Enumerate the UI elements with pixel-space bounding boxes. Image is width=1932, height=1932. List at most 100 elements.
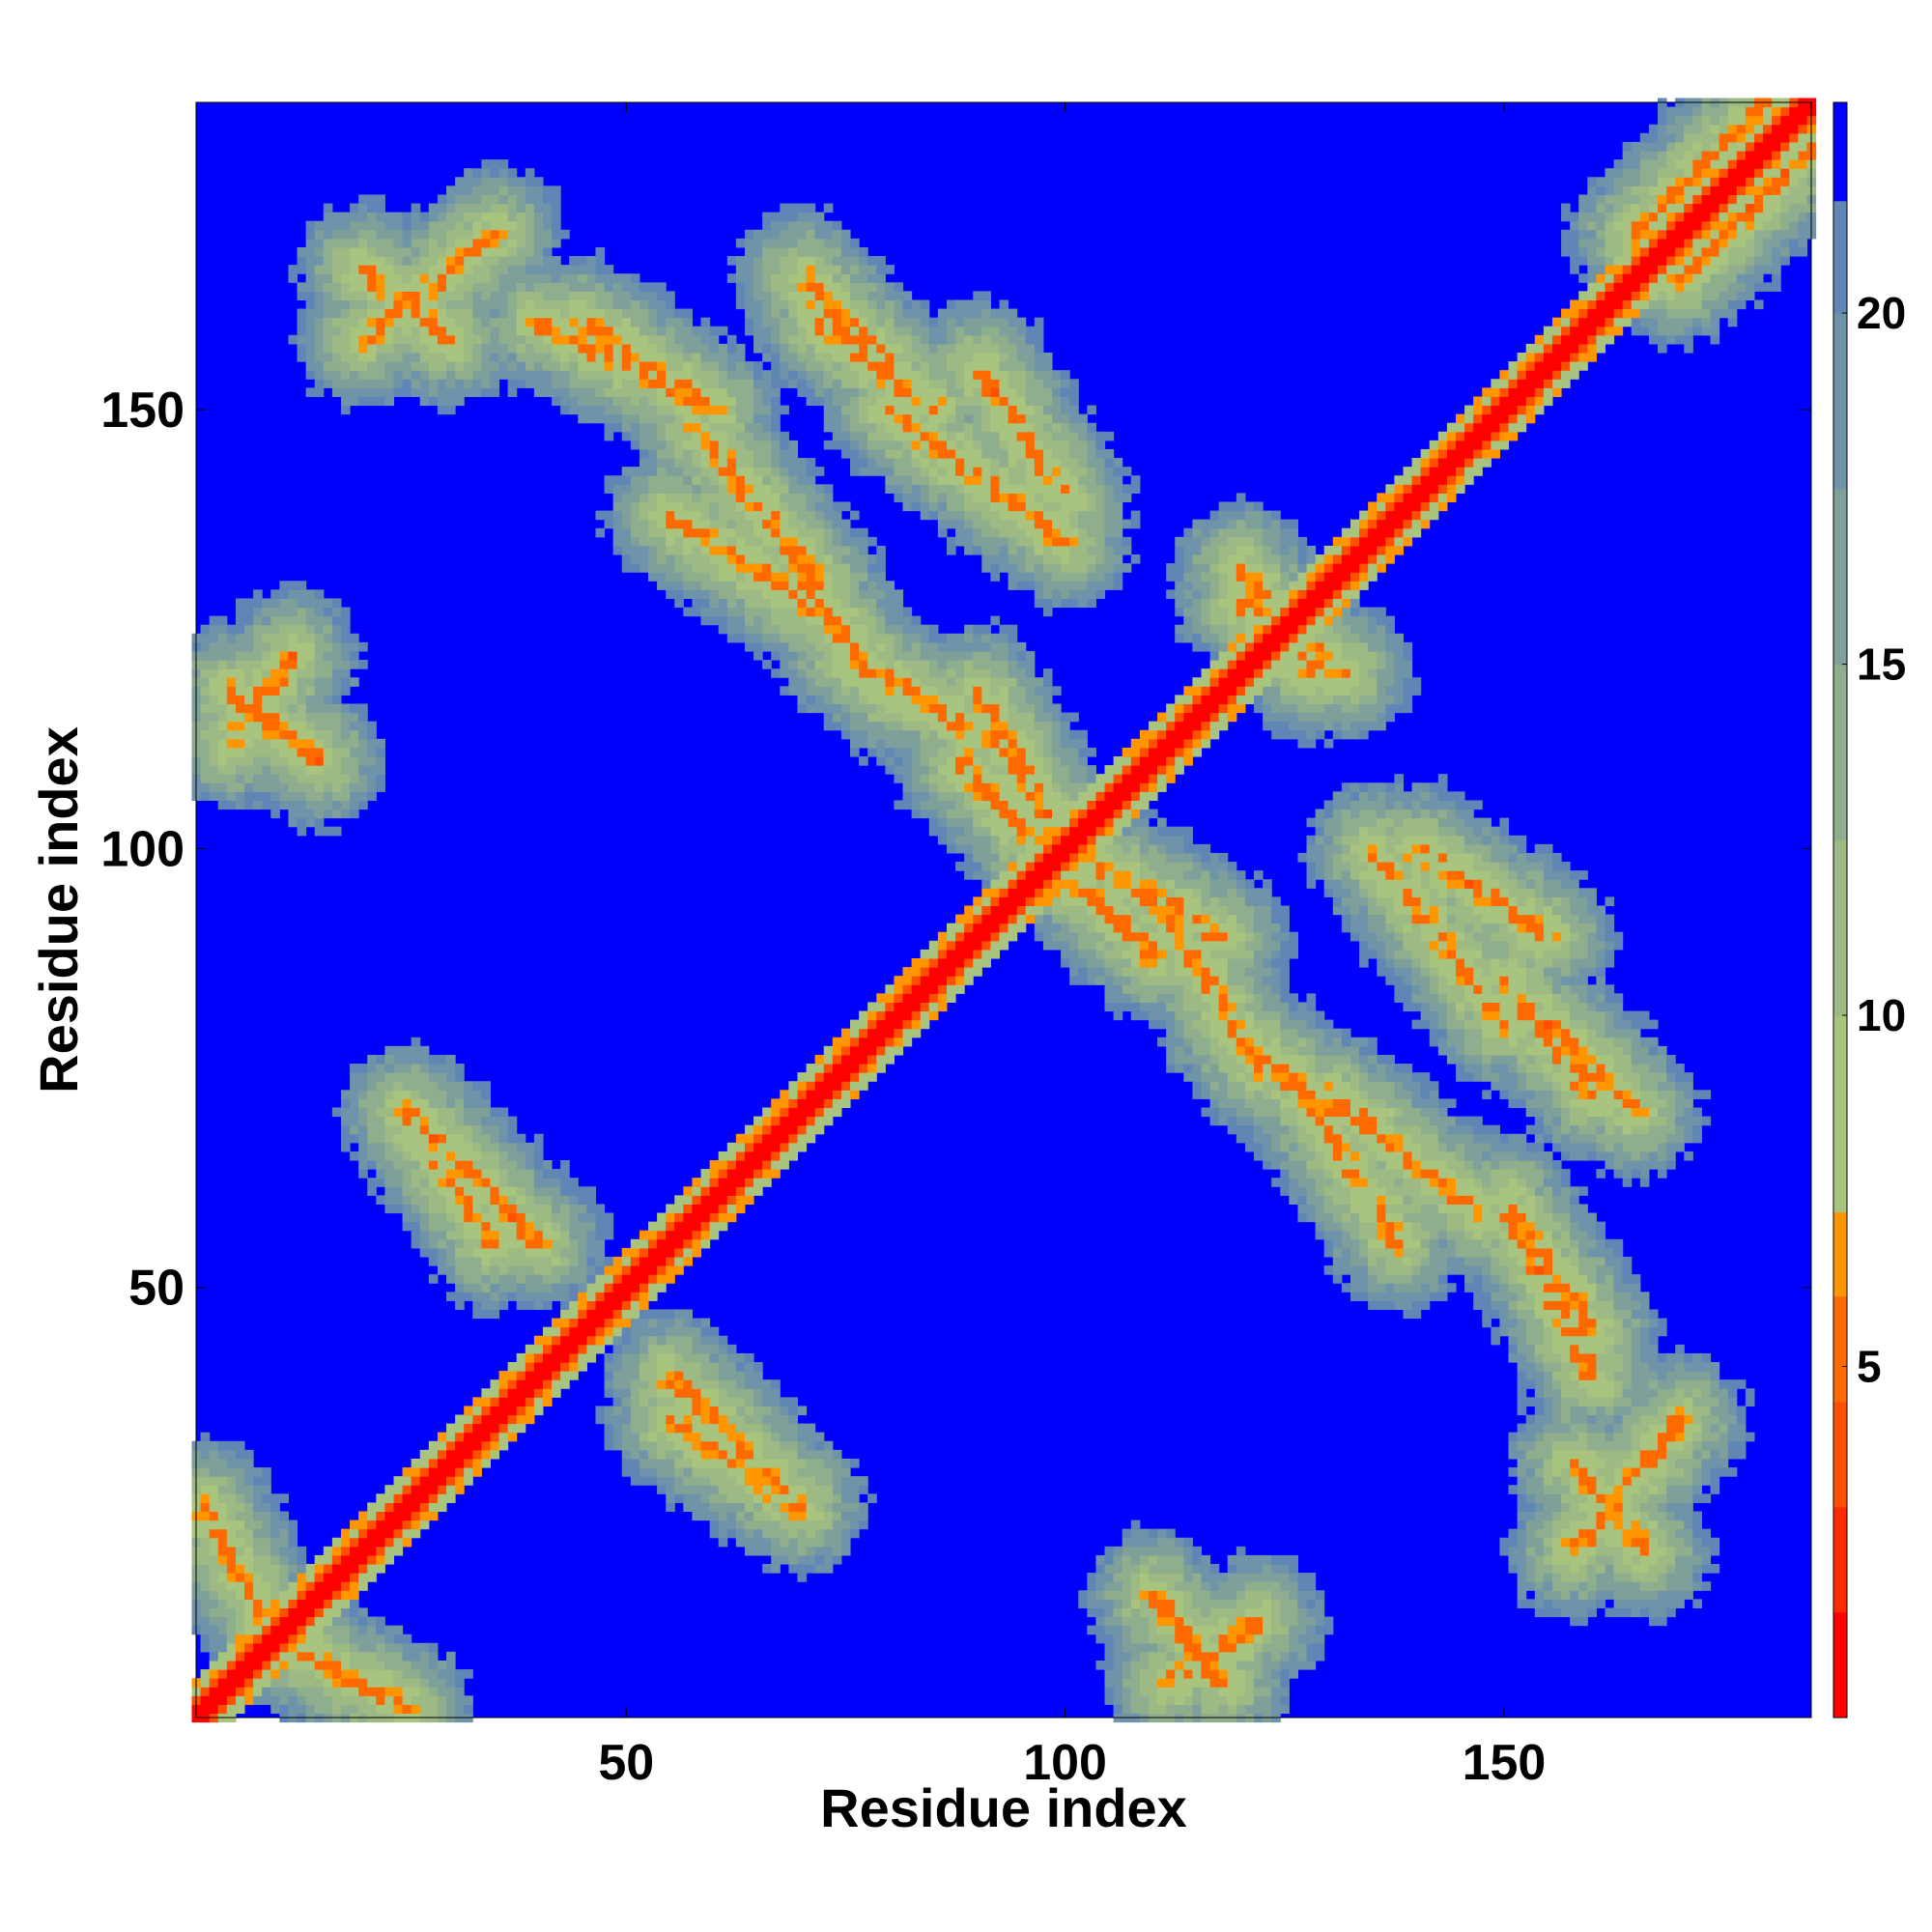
heatmap-cell bbox=[735, 291, 746, 301]
heatmap-cell bbox=[648, 361, 658, 371]
heatmap-cell bbox=[780, 1107, 789, 1118]
heatmap-cell bbox=[718, 413, 728, 424]
heatmap-cell bbox=[200, 1616, 211, 1627]
heatmap-cell bbox=[648, 475, 658, 485]
heatmap-cell bbox=[455, 229, 465, 240]
heatmap-cell bbox=[490, 1274, 500, 1284]
heatmap-cell bbox=[446, 1660, 456, 1670]
heatmap-cell bbox=[718, 1344, 728, 1354]
heatmap-cell bbox=[876, 1010, 886, 1021]
heatmap-cell bbox=[525, 1371, 535, 1380]
heatmap-cell bbox=[674, 1309, 684, 1320]
heatmap-cell bbox=[542, 282, 553, 292]
heatmap-cell bbox=[630, 370, 640, 380]
heatmap-cell bbox=[726, 1423, 737, 1434]
heatmap-cell bbox=[402, 387, 412, 397]
heatmap-cell bbox=[586, 299, 597, 310]
heatmap-cell bbox=[507, 1221, 518, 1232]
heatmap-cell bbox=[481, 273, 491, 283]
heatmap-cell bbox=[516, 1274, 526, 1284]
heatmap-cell bbox=[542, 185, 553, 195]
heatmap-cell bbox=[305, 291, 316, 301]
heatmap-cell bbox=[867, 747, 877, 757]
heatmap-cell bbox=[823, 326, 834, 336]
heatmap-cell bbox=[411, 246, 421, 257]
heatmap-cell bbox=[350, 729, 359, 740]
heatmap-cell bbox=[744, 510, 754, 521]
heatmap-cell bbox=[586, 1230, 597, 1240]
heatmap-cell bbox=[270, 1607, 280, 1618]
heatmap-cell bbox=[832, 317, 842, 327]
heatmap-cell bbox=[700, 422, 711, 433]
heatmap-cell bbox=[262, 1520, 271, 1530]
heatmap-cell bbox=[314, 703, 325, 714]
heatmap-cell bbox=[700, 1204, 711, 1214]
heatmap-cell bbox=[253, 1634, 263, 1644]
heatmap-cell bbox=[419, 326, 430, 336]
heatmap-cell bbox=[595, 1326, 606, 1337]
heatmap-cell bbox=[700, 1476, 711, 1486]
heatmap-cell bbox=[709, 1423, 720, 1434]
heatmap-cell bbox=[340, 607, 351, 617]
heatmap-cell bbox=[718, 1502, 728, 1513]
heatmap-cell bbox=[516, 246, 526, 257]
heatmap-cell bbox=[726, 1432, 737, 1442]
heatmap-cell bbox=[525, 1397, 535, 1406]
heatmap-cell bbox=[428, 1116, 439, 1126]
heatmap-cell bbox=[700, 519, 711, 529]
heatmap-cell bbox=[350, 721, 359, 731]
heatmap-cell bbox=[876, 563, 886, 573]
heatmap-cell bbox=[859, 467, 868, 476]
heatmap-cell bbox=[270, 765, 280, 775]
heatmap-cell bbox=[780, 668, 789, 678]
heatmap-cell bbox=[402, 1669, 412, 1679]
heatmap-cell bbox=[507, 1432, 518, 1442]
heatmap-cell bbox=[358, 1634, 368, 1644]
heatmap-cell bbox=[604, 308, 614, 319]
heatmap-cell bbox=[323, 238, 333, 248]
heatmap-cell bbox=[358, 353, 368, 362]
heatmap-cell bbox=[753, 326, 763, 336]
heatmap-cell bbox=[586, 1221, 597, 1232]
heatmap-cell bbox=[639, 1371, 649, 1380]
heatmap-cell bbox=[586, 317, 597, 327]
heatmap-cell bbox=[569, 396, 579, 407]
heatmap-cell bbox=[235, 747, 245, 757]
heatmap-cell bbox=[244, 1511, 254, 1521]
heatmap-cell bbox=[402, 1687, 412, 1696]
heatmap-cell bbox=[516, 1151, 526, 1161]
heatmap-cell bbox=[753, 431, 763, 441]
heatmap-cell bbox=[393, 1678, 404, 1688]
heatmap-cell bbox=[859, 738, 868, 749]
heatmap-cell bbox=[455, 353, 465, 362]
heatmap-cell bbox=[331, 273, 342, 283]
heatmap-cell bbox=[472, 246, 482, 257]
heatmap-cell bbox=[726, 1169, 737, 1179]
heatmap-cell bbox=[621, 1344, 632, 1354]
heatmap-cell bbox=[630, 317, 640, 327]
heatmap-cell bbox=[446, 1116, 456, 1126]
heatmap-cell bbox=[516, 1169, 526, 1179]
heatmap-cell bbox=[612, 536, 623, 547]
heatmap-cell bbox=[402, 220, 412, 231]
heatmap-cell bbox=[323, 334, 333, 345]
heatmap-cell bbox=[823, 1554, 834, 1565]
heatmap-cell bbox=[288, 1554, 298, 1565]
heatmap-cell bbox=[867, 633, 877, 643]
heatmap-cell bbox=[876, 405, 886, 415]
heatmap-cell bbox=[323, 668, 333, 678]
heatmap-cell bbox=[323, 1687, 333, 1696]
heatmap-cell bbox=[516, 229, 526, 240]
heatmap-cell bbox=[630, 501, 640, 512]
heatmap-cell bbox=[840, 1072, 851, 1082]
heatmap-cell bbox=[279, 1493, 289, 1503]
heatmap-cell bbox=[648, 1265, 658, 1275]
heatmap-cell bbox=[744, 1362, 754, 1372]
heatmap-cell bbox=[683, 1230, 693, 1240]
heatmap-cell bbox=[297, 1651, 307, 1662]
heatmap-cell bbox=[726, 501, 737, 512]
heatmap-cell bbox=[525, 1414, 535, 1425]
heatmap-cell bbox=[612, 334, 623, 345]
heatmap-cell bbox=[516, 1247, 526, 1258]
heatmap-cell bbox=[464, 220, 473, 231]
